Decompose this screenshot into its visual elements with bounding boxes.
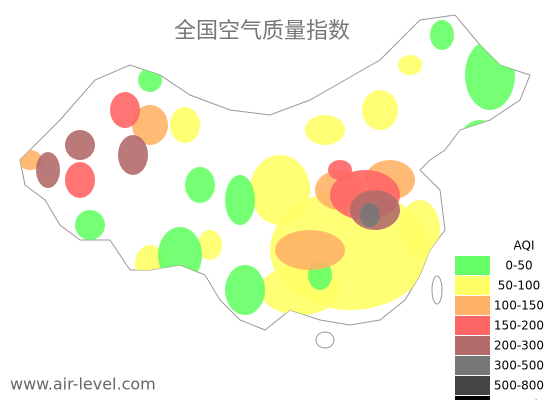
legend-swatch [455, 256, 490, 275]
legend-label: 150-200 [494, 319, 544, 333]
legend-label: 800以上 [496, 399, 543, 400]
aqi-area [398, 55, 422, 75]
legend: AQI 0-50 50-100 100-150 150-200 200-300 300-5… [453, 236, 550, 400]
legend-swatch [455, 316, 490, 335]
aqi-area [362, 90, 398, 130]
legend-swatch [455, 336, 490, 355]
aqi-area [225, 265, 265, 315]
legend-label: 500-800 [494, 379, 544, 393]
aqi-area [110, 92, 140, 128]
aqi-area [132, 105, 168, 145]
aqi-area [138, 68, 162, 92]
aqi-area [158, 227, 202, 283]
aqi-area [275, 230, 345, 270]
aqi-area [305, 115, 345, 145]
aqi-area [198, 230, 222, 260]
aqi-area [185, 167, 215, 203]
legend-label: 50-100 [498, 279, 541, 293]
legend-swatch [455, 356, 490, 375]
legend-swatch [455, 276, 490, 295]
aqi-area [170, 107, 200, 143]
watermark: www.air-level.com [10, 375, 156, 394]
aqi-area [65, 130, 95, 160]
aqi-area [36, 152, 60, 188]
aqi-area [460, 120, 500, 160]
aqi-area [328, 160, 352, 180]
aqi-area [75, 210, 105, 240]
aqi-area [360, 203, 380, 227]
aqi-area [225, 175, 255, 225]
aqi-area [430, 20, 454, 50]
aqi-area [118, 135, 148, 175]
legend-label: 0-50 [505, 259, 532, 273]
aqi-areas [20, 20, 515, 315]
legend-swatch [455, 296, 490, 315]
legend-label: 300-500 [494, 359, 544, 373]
map-title: 全国空气质量指数 [174, 19, 350, 44]
legend-label: 100-150 [494, 299, 544, 313]
aqi-area [65, 162, 95, 198]
legend-title: AQI [514, 239, 535, 253]
legend-label: 200-300 [494, 339, 544, 353]
legend-swatch [455, 396, 490, 400]
aqi-area [400, 200, 440, 260]
aqi-area [250, 155, 310, 225]
legend-swatch [455, 376, 490, 395]
aqi-area [465, 40, 515, 110]
